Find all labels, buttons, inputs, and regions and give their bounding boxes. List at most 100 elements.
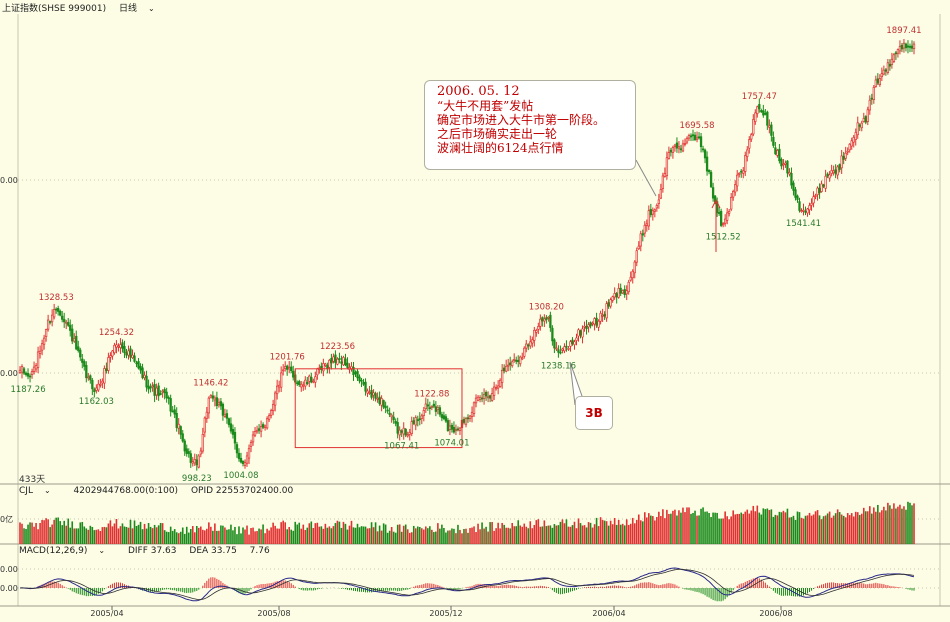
candle-body <box>440 414 444 419</box>
candle-body <box>539 318 542 327</box>
candle <box>330 353 333 370</box>
candle-body <box>870 97 873 100</box>
volume-bar <box>408 532 411 544</box>
candle <box>179 425 182 440</box>
volume-bar <box>903 506 905 544</box>
volume-bar <box>627 524 630 544</box>
volume-bar <box>704 511 706 544</box>
candle <box>587 322 590 333</box>
volume-bar <box>352 527 355 544</box>
candle-body <box>143 374 146 379</box>
candle-body <box>276 385 279 395</box>
candle-body <box>462 419 466 423</box>
volume-bar <box>899 504 901 544</box>
candle <box>131 349 134 359</box>
volume-bar <box>525 526 528 544</box>
callout-line-2: “大牛不用套”发帖 <box>437 99 534 113</box>
candle-body <box>798 201 801 211</box>
volume-bar <box>537 519 540 544</box>
candle-body <box>671 147 675 153</box>
candle-body <box>438 407 442 415</box>
price-axis-label: 0.00 <box>0 176 18 185</box>
candle-body <box>241 460 245 464</box>
volume-bar <box>818 515 821 544</box>
candle <box>456 426 460 432</box>
candle-body <box>872 87 875 100</box>
candle <box>513 353 516 363</box>
volume-bar <box>738 513 741 544</box>
annotation-callout: 2006. 05. 12 “大牛不用套”发帖 确定市场进入大牛市第一阶段。 之后… <box>424 80 636 170</box>
candle-body <box>139 365 142 371</box>
candle-body <box>26 373 30 377</box>
volume-bar <box>481 522 483 544</box>
volume-bar <box>668 513 670 544</box>
candle <box>490 387 494 402</box>
volume-bar <box>587 522 590 544</box>
volume-bar <box>887 502 889 544</box>
candle <box>135 360 138 368</box>
candle <box>155 383 158 400</box>
candle-body <box>890 58 894 65</box>
volume-bar <box>111 526 114 544</box>
candle <box>414 415 417 431</box>
volume-bar <box>63 520 65 544</box>
volume-bar <box>406 529 409 544</box>
volume-bar <box>149 526 152 544</box>
candle-body <box>828 174 831 179</box>
candle <box>420 413 423 425</box>
candle-body <box>505 365 508 372</box>
volume-bar <box>810 515 813 544</box>
volume-bar <box>545 526 548 544</box>
highlight-box <box>294 368 463 449</box>
volume-bar <box>366 528 369 544</box>
volume-bar <box>778 511 781 544</box>
candle-body <box>732 190 735 198</box>
volume-bar <box>708 512 710 544</box>
candle <box>605 300 608 322</box>
candle <box>288 360 291 374</box>
volume-bar <box>193 532 196 544</box>
volume-bar <box>846 513 849 544</box>
candle <box>237 448 241 462</box>
volume-bar <box>740 512 743 544</box>
volume-bar <box>812 514 815 544</box>
macd-indicator-selector[interactable]: MACD(12,26,9) ⌄ <box>19 546 115 556</box>
volume-bar <box>21 523 23 544</box>
volume-bar <box>881 510 883 544</box>
candle <box>906 40 910 54</box>
candle <box>432 400 436 409</box>
volume-bar <box>547 525 550 544</box>
candle <box>649 203 652 218</box>
volume-bar <box>748 513 751 544</box>
candle <box>169 394 172 417</box>
candle-body <box>97 383 100 391</box>
candle <box>563 343 566 354</box>
candle <box>121 339 124 353</box>
volume-bar <box>390 526 393 544</box>
candle <box>543 314 546 328</box>
volume-bar <box>29 522 31 544</box>
candle <box>312 378 315 384</box>
volume-bar <box>133 520 136 544</box>
candle <box>653 208 656 218</box>
candle-body <box>302 384 305 387</box>
candle-body <box>900 44 904 50</box>
candle-body <box>159 393 162 395</box>
candle <box>221 402 225 421</box>
volume-indicator-selector[interactable]: CJL ⌄ <box>19 486 61 496</box>
candle <box>201 427 204 454</box>
candle-body <box>701 148 705 151</box>
candle-body <box>844 152 847 159</box>
candle-body <box>382 400 385 408</box>
candle <box>213 395 217 407</box>
volume-bar <box>270 527 272 544</box>
candle-body <box>71 328 74 342</box>
candle <box>398 426 401 441</box>
candle-body <box>129 348 132 358</box>
candle-body <box>115 344 118 348</box>
candle-body <box>243 462 247 466</box>
candle-body <box>478 397 482 400</box>
period-selector[interactable]: 日线 ⌄ <box>119 4 165 14</box>
volume-bar <box>39 522 41 544</box>
